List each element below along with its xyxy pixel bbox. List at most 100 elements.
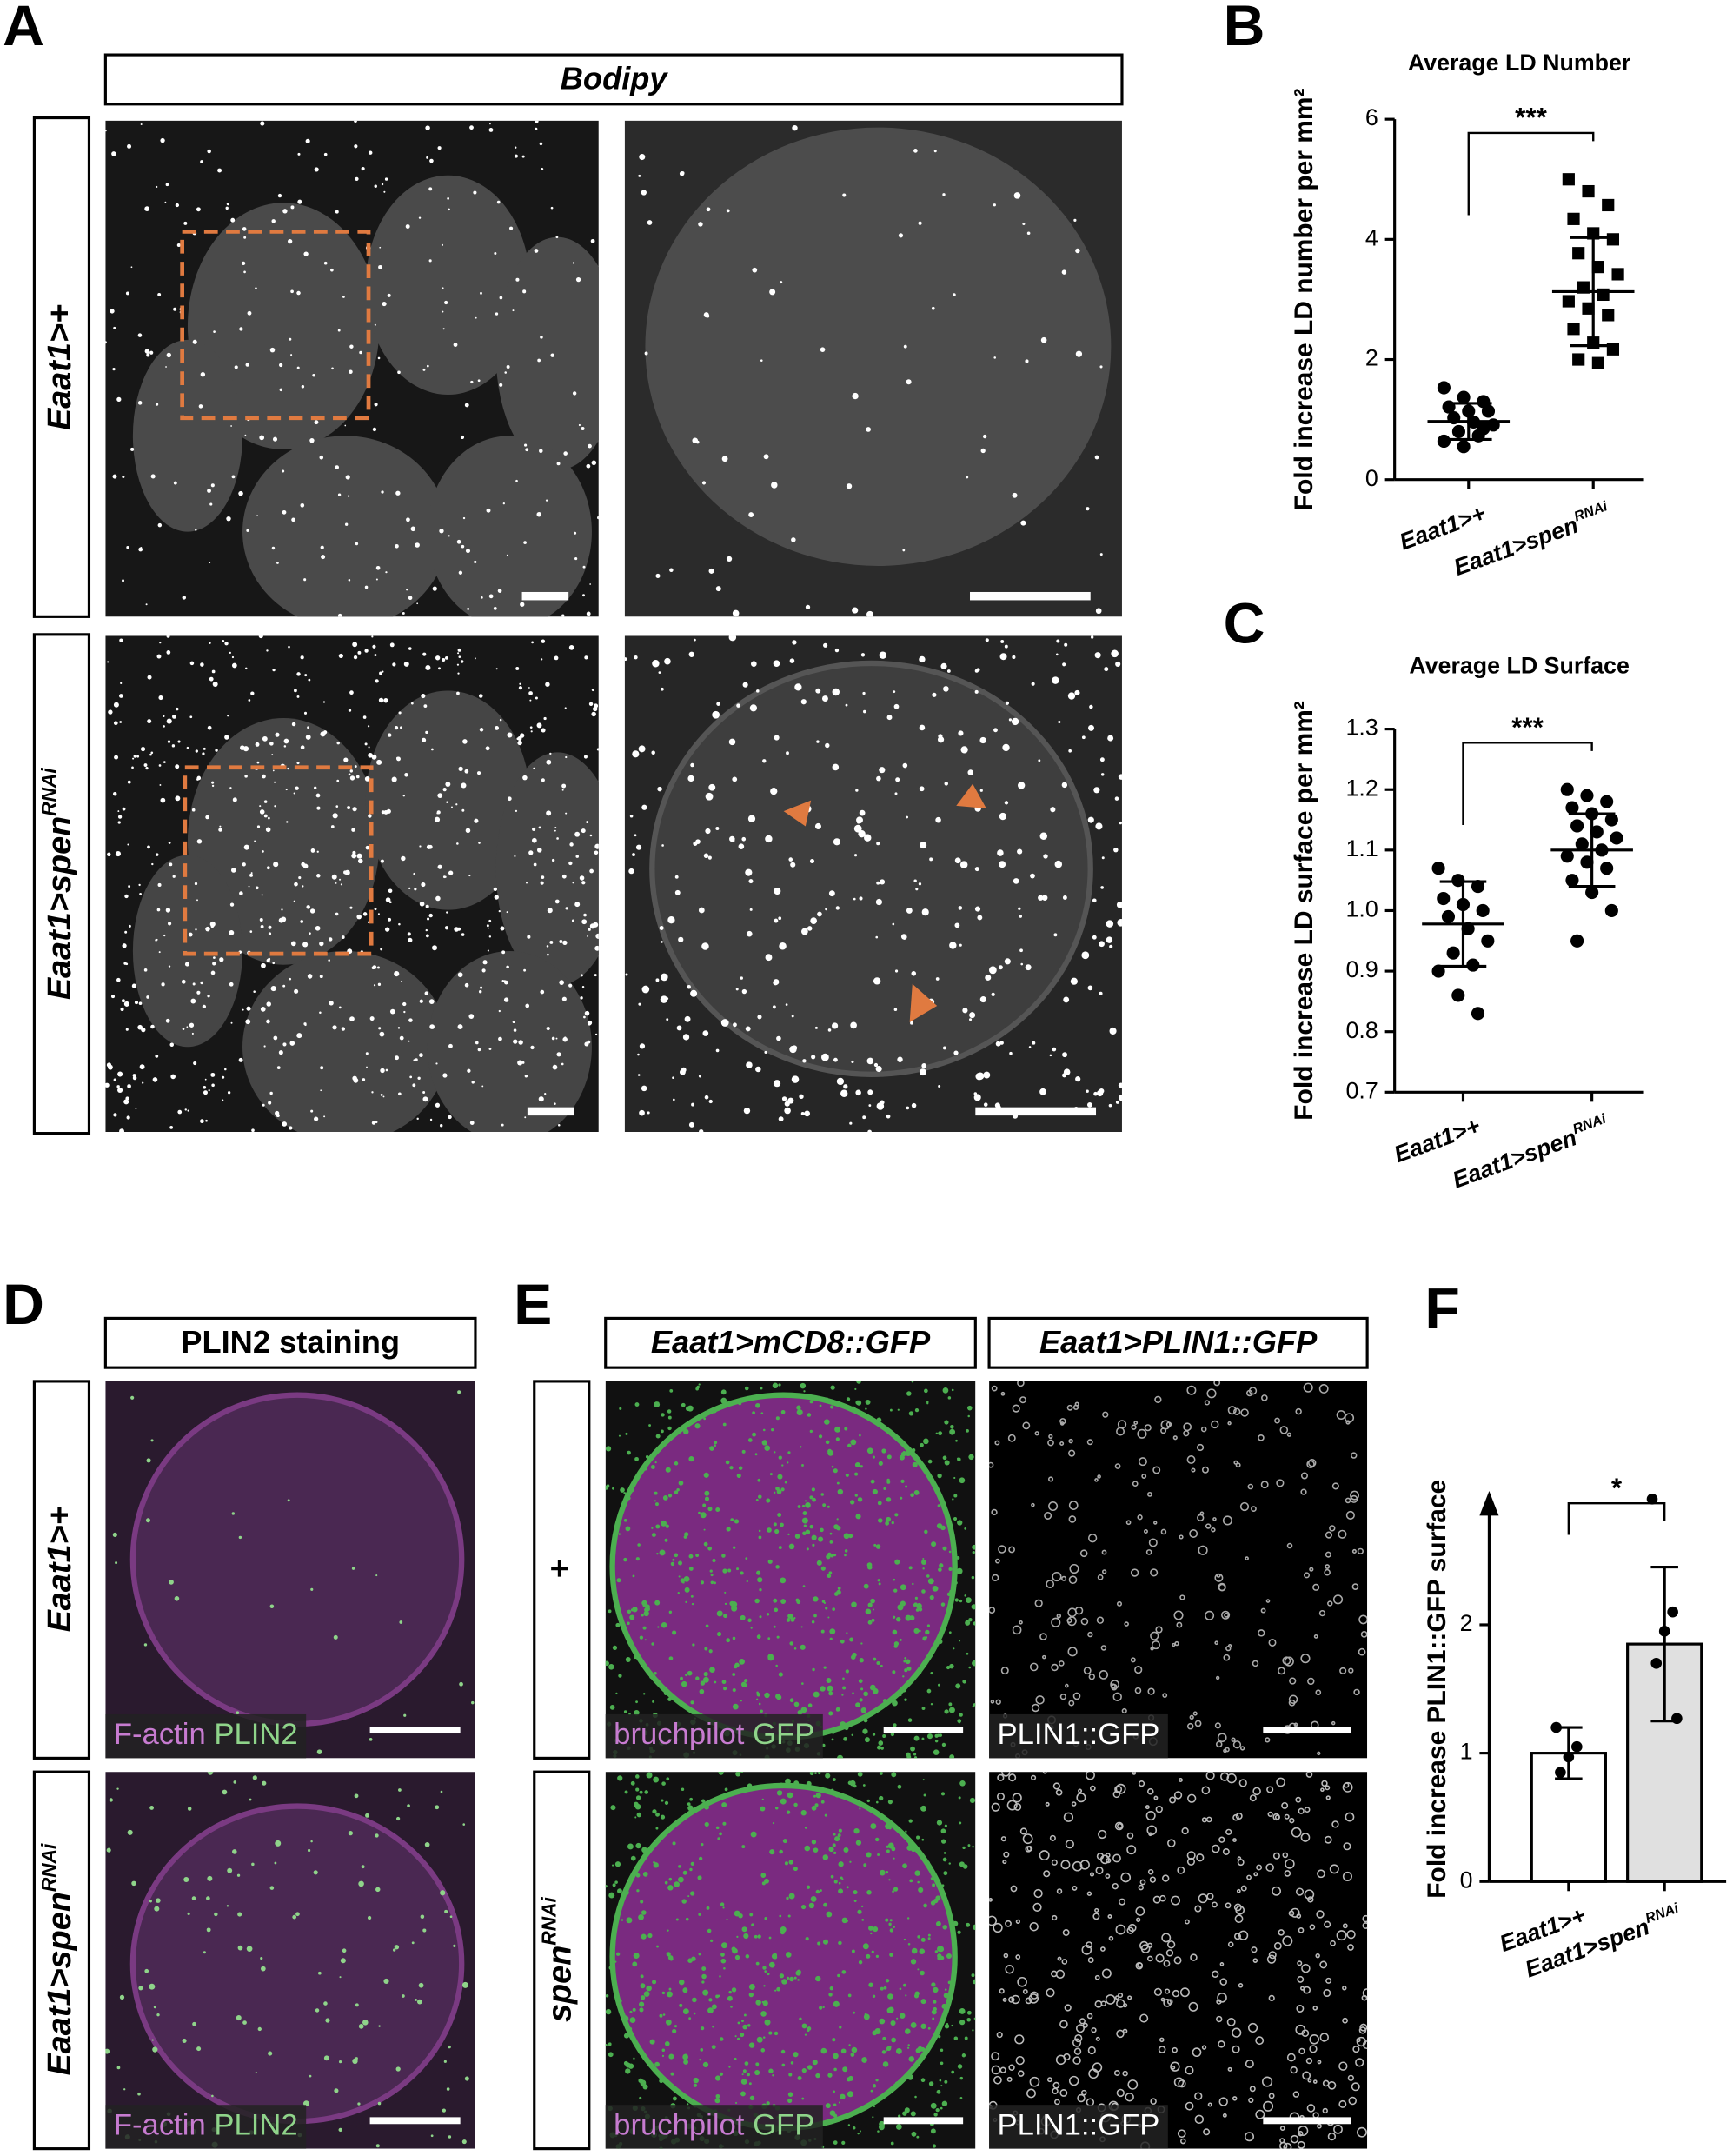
spot xyxy=(246,1946,253,1953)
spot xyxy=(269,1604,275,1608)
spot xyxy=(823,1666,827,1669)
spot xyxy=(654,1500,656,1502)
spot xyxy=(834,1426,841,1433)
spot xyxy=(944,1988,947,1991)
spot xyxy=(865,1407,867,1410)
spot xyxy=(465,549,471,554)
spot xyxy=(935,1895,941,1901)
spot xyxy=(165,908,171,913)
spot xyxy=(860,1642,863,1645)
spot xyxy=(147,675,152,680)
spot xyxy=(126,546,129,549)
spot xyxy=(693,2083,698,2087)
spot xyxy=(143,763,148,767)
label-text: Eaat1>+ xyxy=(42,1506,78,1632)
spot xyxy=(774,1807,779,1810)
spot xyxy=(497,589,502,593)
spot xyxy=(933,1749,940,1755)
spot xyxy=(929,857,933,862)
spot xyxy=(669,1388,674,1393)
spot xyxy=(705,792,714,801)
spot xyxy=(225,206,229,210)
spot xyxy=(1020,520,1026,526)
spot xyxy=(910,1959,917,1965)
spot xyxy=(138,1986,143,1991)
spot xyxy=(625,1657,631,1662)
spot xyxy=(378,1027,382,1030)
spot xyxy=(480,986,483,989)
spot xyxy=(385,1068,388,1072)
spot xyxy=(122,807,126,811)
spot xyxy=(449,1915,453,1919)
spot xyxy=(634,655,638,660)
spot xyxy=(1293,1722,1298,1727)
spot xyxy=(1094,455,1099,460)
spot xyxy=(832,1022,839,1029)
spot xyxy=(715,2093,720,2099)
spot xyxy=(1013,1803,1022,1811)
spot xyxy=(1268,1638,1277,1647)
row-label: + xyxy=(541,1560,578,1579)
spot xyxy=(1171,2066,1176,2070)
spot xyxy=(217,168,222,173)
y-tick-label: 2 xyxy=(1460,1610,1473,1636)
spot xyxy=(1072,1886,1078,1891)
spot xyxy=(774,1451,776,1454)
spot xyxy=(688,1554,694,1559)
spot xyxy=(779,1914,782,1918)
spot xyxy=(891,1772,897,1778)
spot xyxy=(1286,1432,1292,1437)
spot xyxy=(1284,1656,1294,1667)
spot xyxy=(1003,1851,1010,1858)
spot xyxy=(211,781,215,784)
spot xyxy=(801,2023,807,2029)
spot xyxy=(830,1554,834,1558)
spot xyxy=(847,2091,853,2098)
spot xyxy=(714,1581,716,1585)
spot xyxy=(333,1634,338,1640)
spot xyxy=(207,725,212,730)
spot xyxy=(1150,2098,1157,2105)
spot xyxy=(292,1914,297,1920)
spot xyxy=(691,1102,695,1107)
spot xyxy=(801,2068,807,2073)
spot xyxy=(871,1950,874,1953)
spot xyxy=(804,1500,807,1502)
spot xyxy=(250,691,255,695)
spot xyxy=(1019,1827,1027,1835)
spot xyxy=(973,1094,981,1101)
spot xyxy=(709,1667,715,1674)
spot xyxy=(115,1561,118,1565)
spot xyxy=(498,1036,502,1041)
spot xyxy=(825,1440,830,1445)
tissue xyxy=(427,950,592,1133)
spot xyxy=(238,1057,243,1062)
spot xyxy=(1066,1404,1073,1411)
spot xyxy=(541,167,544,170)
spot xyxy=(659,1549,666,1556)
spot xyxy=(639,2007,644,2013)
spot xyxy=(1113,847,1119,853)
spot xyxy=(1178,2079,1186,2088)
spot xyxy=(1351,2082,1360,2092)
spot xyxy=(714,1444,717,1447)
spot xyxy=(1336,1930,1347,1941)
spot xyxy=(800,1707,807,1713)
spot xyxy=(899,1638,902,1641)
spot xyxy=(151,862,154,866)
spot xyxy=(427,917,430,921)
spot xyxy=(156,853,159,856)
spot xyxy=(1274,1814,1280,1820)
spot xyxy=(462,739,468,744)
spot xyxy=(339,878,342,881)
spot xyxy=(755,1961,760,1966)
data-point xyxy=(1570,819,1584,833)
spot xyxy=(741,988,747,995)
spot xyxy=(253,990,256,993)
spot xyxy=(833,2103,837,2106)
spot xyxy=(1075,248,1080,254)
spot xyxy=(422,737,427,742)
spot xyxy=(352,642,358,648)
spot xyxy=(895,2124,902,2130)
spot xyxy=(160,137,165,143)
